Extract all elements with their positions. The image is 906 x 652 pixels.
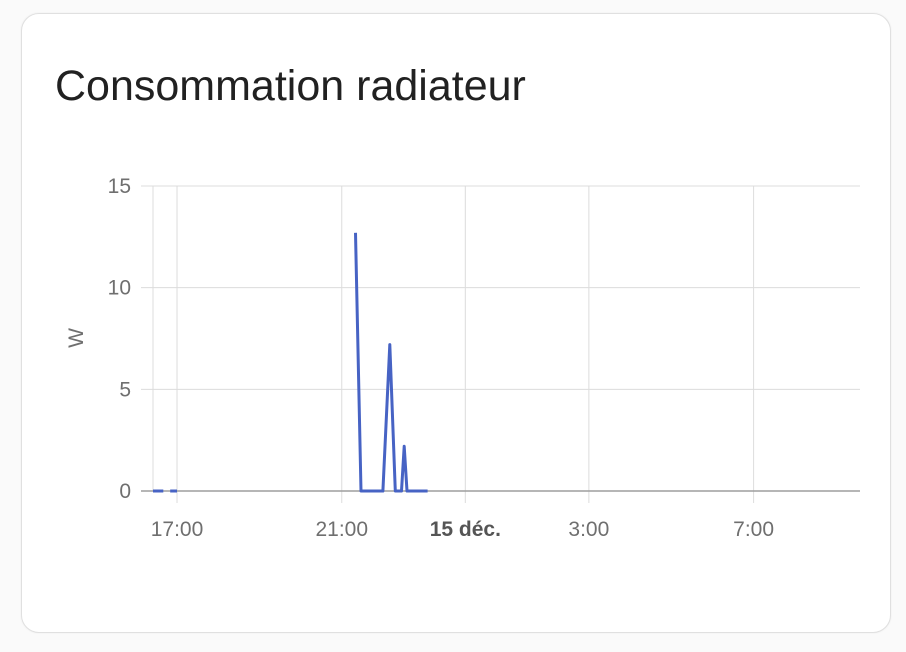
y-tick-label: 5 bbox=[119, 378, 131, 401]
series-line-segment[interactable] bbox=[354, 232, 428, 493]
card-title: Consommation radiateur bbox=[55, 62, 526, 110]
y-tick-label: 10 bbox=[108, 277, 131, 300]
chart-axes: 0 5 10 15 17:00 21:00 15 déc. 3:00 7:00 bbox=[108, 175, 860, 541]
x-tick-label: 21:00 bbox=[315, 518, 368, 541]
y-axis-label: W bbox=[65, 328, 88, 348]
x-tick-label: 17:00 bbox=[151, 518, 204, 541]
x-tick-label: 7:00 bbox=[733, 518, 774, 541]
y-tick-label: 0 bbox=[119, 480, 131, 503]
x-tick-label: 3:00 bbox=[568, 518, 609, 541]
chart-grid bbox=[141, 185, 860, 503]
y-tick-label: 15 bbox=[108, 175, 131, 198]
x-tick-label: 15 déc. bbox=[430, 518, 501, 541]
sensor-card: Consommation radiateur bbox=[21, 13, 891, 633]
chart-series bbox=[153, 232, 428, 493]
